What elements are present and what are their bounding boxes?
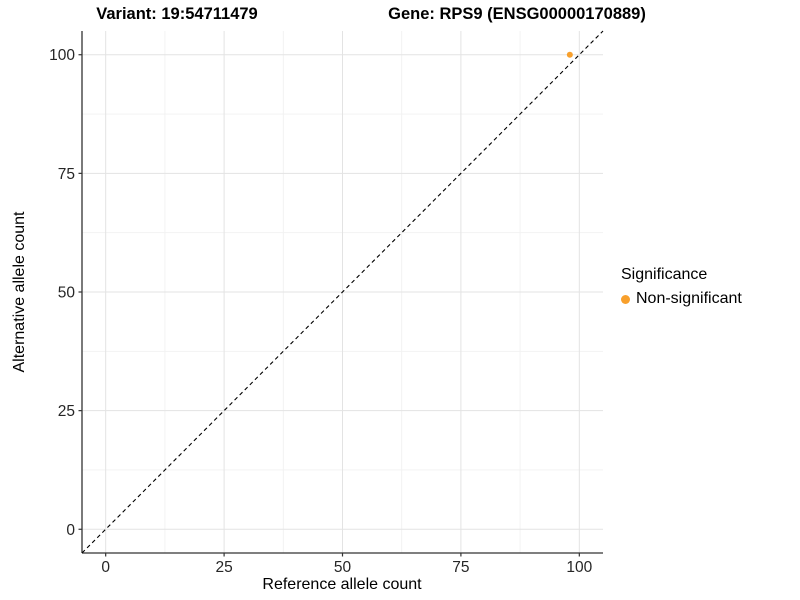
legend-point-swatch [621, 294, 630, 304]
legend: Significance Non-significant [621, 266, 742, 308]
legend-title: Significance [621, 266, 708, 283]
x-tick-label: 0 [101, 559, 110, 576]
identity-reference-line [81, 30, 604, 554]
x-tick-label: 50 [334, 559, 352, 576]
y-tick-label: 75 [58, 166, 75, 183]
legend-item: Non-significant [621, 290, 742, 308]
gene-title: Gene: RPS9 (ENSG00000170889) [388, 5, 646, 23]
x-tick-label: 25 [215, 559, 232, 576]
y-tick-label: 100 [49, 47, 75, 64]
legend-item-label: Non-significant [636, 290, 742, 307]
x-axis-title: Reference allele count [262, 576, 422, 593]
variant-title: Variant: 19:54711479 [96, 5, 258, 23]
y-tick-label: 0 [66, 522, 75, 539]
y-axis-title: Alternative allele count [11, 211, 28, 373]
x-tick-label: 75 [452, 559, 469, 576]
x-tick-label: 100 [566, 559, 592, 576]
data-point [566, 51, 573, 58]
y-tick-label: 25 [58, 403, 75, 420]
y-tick-label: 50 [58, 285, 76, 302]
